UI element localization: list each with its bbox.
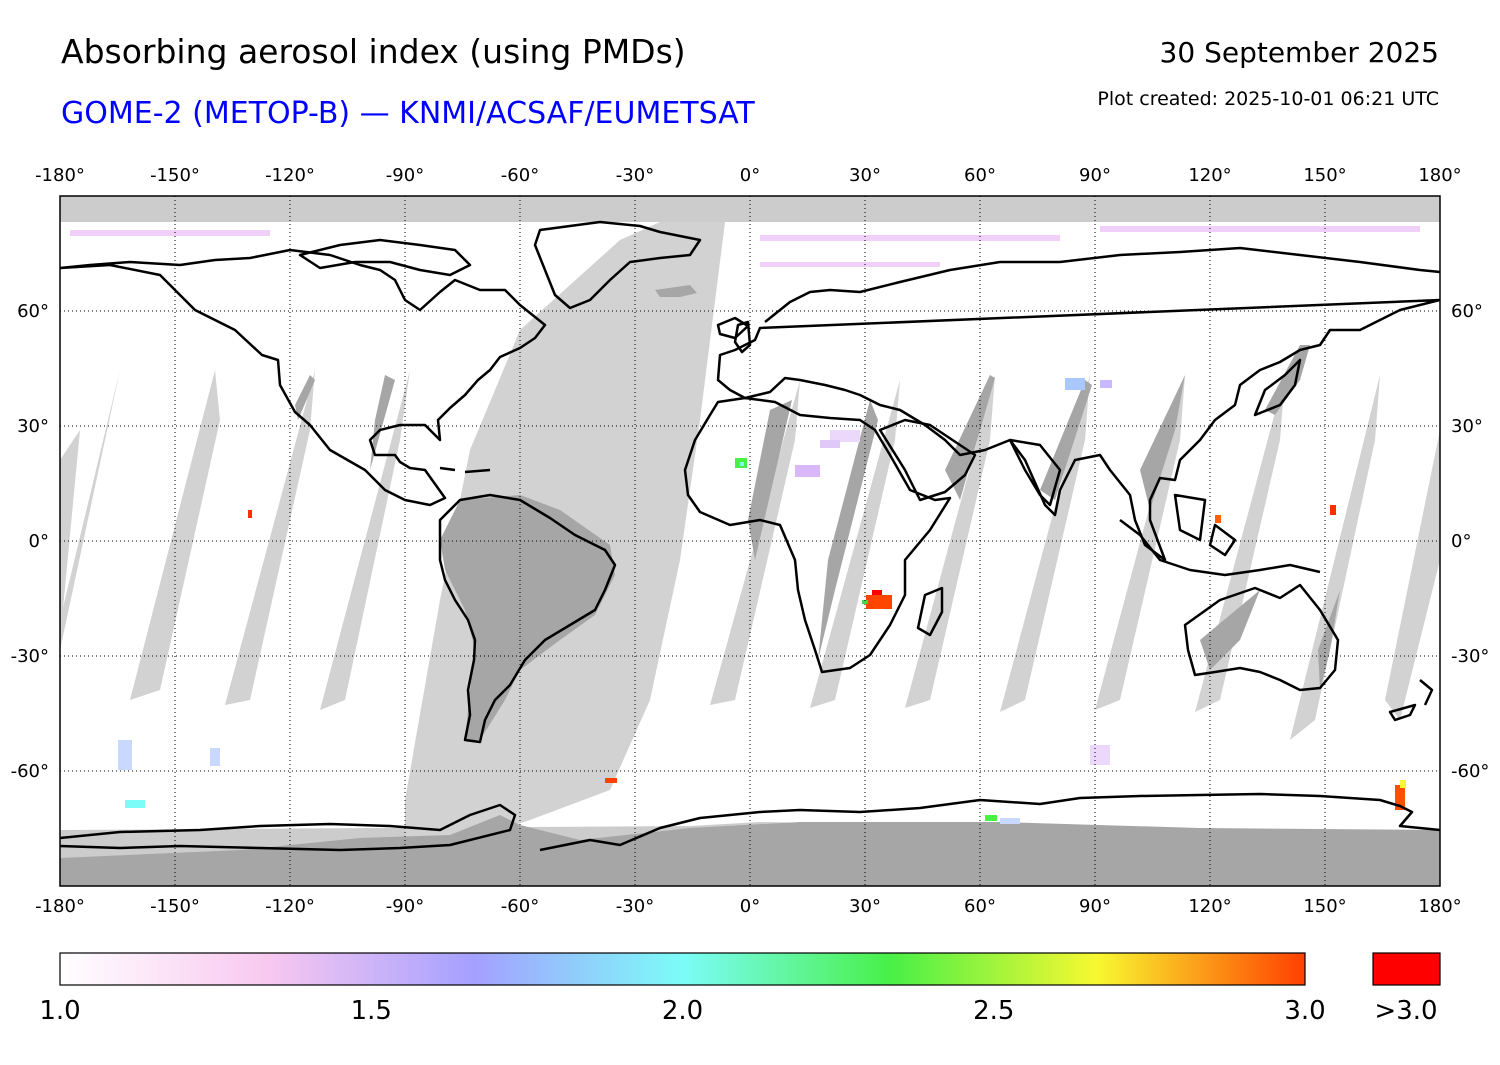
longitude-label: 120° xyxy=(1188,165,1231,186)
latitude-label: 0° xyxy=(1451,531,1471,552)
colorbar xyxy=(59,952,1306,986)
coast-arctic-archipelago xyxy=(298,238,472,277)
latitude-label: 0° xyxy=(29,531,49,552)
longitude-label: 90° xyxy=(1079,165,1111,186)
latitude-label: 60° xyxy=(1451,301,1483,322)
latitude-label: 30° xyxy=(17,416,49,437)
coast-antarctica xyxy=(60,792,1440,852)
colorbar-tick-label: 1.5 xyxy=(351,996,392,1026)
longitude-label: -180° xyxy=(35,165,85,186)
colorbar-tick-labels: 1.0 1.5 2.0 2.5 3.0 xyxy=(39,996,1325,1026)
longitude-label: -30° xyxy=(616,165,654,186)
colorbar-tick-label: 3.0 xyxy=(1284,996,1325,1026)
latitude-label: -30° xyxy=(11,646,49,667)
map-title: Absorbing aerosol index (using PMDs) xyxy=(61,32,686,71)
longitude-label: -90° xyxy=(386,165,424,186)
hotspot-sahara-light xyxy=(795,430,860,477)
colorbar-overflow-label: >3.0 xyxy=(1374,996,1437,1026)
latitude-label: -30° xyxy=(1451,646,1489,667)
coast-iceland xyxy=(716,316,750,340)
longitude-label: -150° xyxy=(150,165,200,186)
longitude-label: 150° xyxy=(1303,896,1346,917)
longitude-label: 60° xyxy=(964,896,996,917)
latitude-label: 30° xyxy=(1451,416,1483,437)
hotspot-maritime-continent xyxy=(248,505,1336,523)
hotspot-west-africa xyxy=(735,458,747,468)
longitude-labels-top: -180° -150° -120° -90° -60° -30° 0° 30° 60° 90° 12… xyxy=(35,165,1462,186)
colorbar-tick-label: 2.5 xyxy=(973,996,1014,1026)
hotspot-southern-africa xyxy=(862,590,892,609)
map-area xyxy=(60,196,1440,886)
longitude-label: 90° xyxy=(1079,896,1111,917)
longitude-label: 0° xyxy=(740,896,760,917)
longitude-label: 120° xyxy=(1188,896,1231,917)
longitude-label: -60° xyxy=(501,896,539,917)
graticule xyxy=(60,196,1440,886)
longitude-label: -60° xyxy=(501,165,539,186)
longitude-label: -90° xyxy=(386,896,424,917)
latitude-label: 60° xyxy=(17,301,49,322)
longitude-label: 180° xyxy=(1418,896,1461,917)
coast-south-america xyxy=(438,493,617,744)
map-subtitle: GOME-2 (METOP-B) — KNMI/ACSAF/EUMETSAT xyxy=(61,96,755,131)
colorbar-overflow-swatch xyxy=(1372,952,1441,986)
colorbar-tick-label: 2.0 xyxy=(662,996,703,1026)
coast-australia xyxy=(1183,583,1340,692)
longitude-label: -30° xyxy=(616,896,654,917)
longitude-label: -120° xyxy=(265,165,315,186)
coast-indonesia xyxy=(1119,493,1321,577)
coast-india xyxy=(1008,438,1062,507)
plot-created-timestamp: Plot created: 2025-10-01 06:21 UTC xyxy=(1097,88,1439,110)
coast-japan xyxy=(1253,358,1302,417)
longitude-label: 180° xyxy=(1418,165,1461,186)
longitude-label: -150° xyxy=(150,896,200,917)
coast-africa xyxy=(683,396,952,674)
coastlines xyxy=(60,220,1440,852)
coast-caribbean xyxy=(439,466,491,474)
latitude-label: -60° xyxy=(1451,761,1489,782)
longitude-labels-bottom: -180° -150° -120° -90° -60° -30° 0° 30° 60° 90° 12… xyxy=(35,896,1462,917)
latitude-label: -60° xyxy=(11,761,49,782)
longitude-label: 30° xyxy=(849,165,881,186)
coast-new-zealand xyxy=(1388,679,1434,722)
coast-greenland xyxy=(533,220,702,310)
coast-north-america xyxy=(60,248,547,507)
coast-uk xyxy=(733,320,752,354)
map-frame xyxy=(59,195,1441,887)
coast-arabia xyxy=(878,418,977,502)
coast-madagascar xyxy=(916,586,944,637)
longitude-label: -180° xyxy=(35,896,85,917)
latitude-labels-left: 60° 30° 0° -30° -60° xyxy=(11,301,49,782)
longitude-label: 0° xyxy=(740,165,760,186)
observation-date: 30 September 2025 xyxy=(1159,36,1439,69)
hotspot-arctic-speckle xyxy=(70,226,1420,267)
longitude-label: 30° xyxy=(849,896,881,917)
latitude-labels-right: 60° 30° 0° -30° -60° xyxy=(1451,301,1489,782)
coast-eurasia xyxy=(716,246,1440,562)
longitude-label: 150° xyxy=(1303,165,1346,186)
longitude-label: -120° xyxy=(265,896,315,917)
longitude-label: 60° xyxy=(964,165,996,186)
colorbar-tick-label: 1.0 xyxy=(39,996,80,1026)
hotspot-central-asia xyxy=(1065,378,1112,390)
